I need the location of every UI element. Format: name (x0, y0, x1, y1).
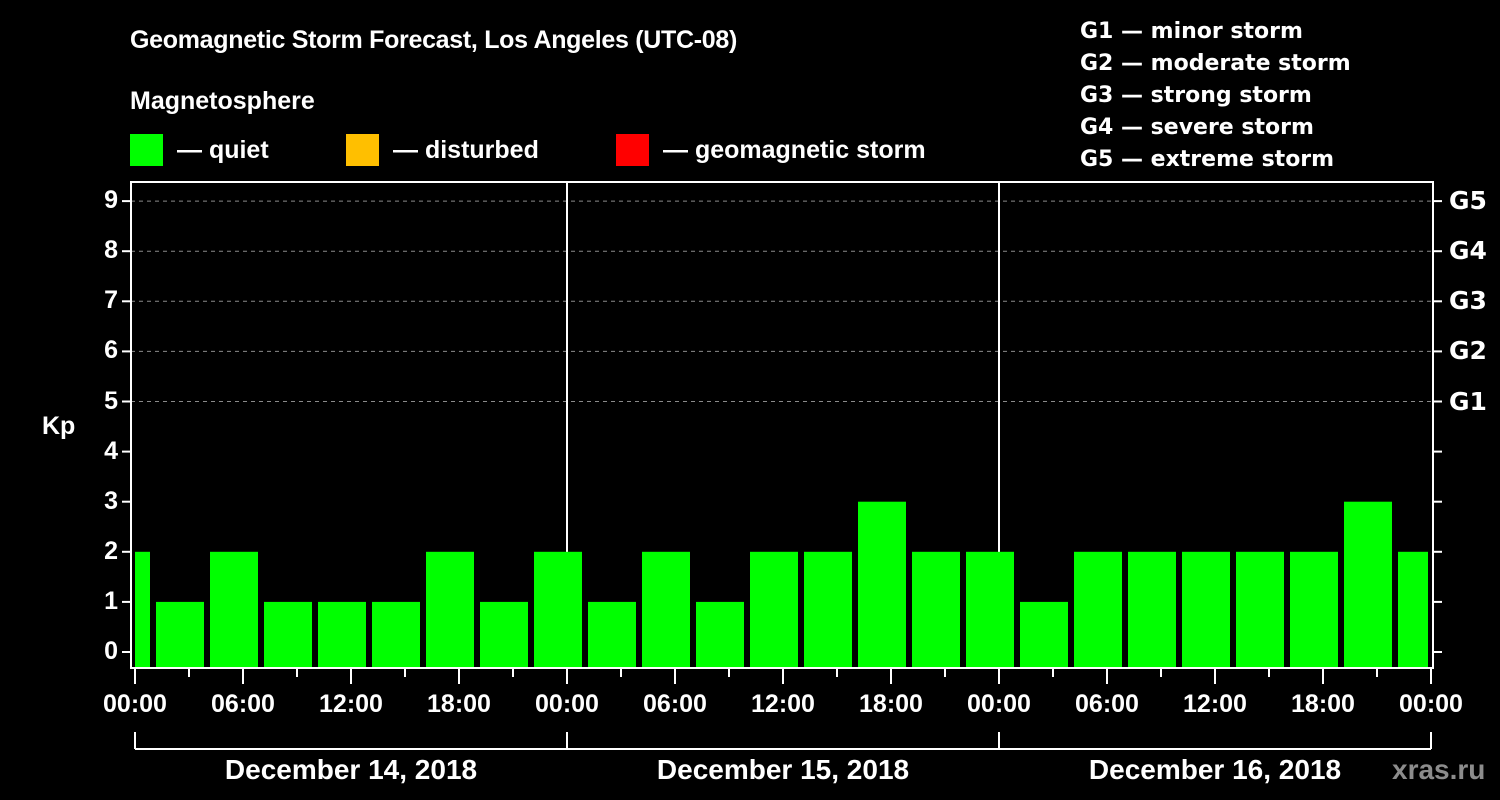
g4-description: G4 — severe storm (1080, 115, 1314, 140)
legend-label: — geomagnetic storm (663, 135, 926, 164)
kp-bar (912, 551, 960, 667)
kp-bar (750, 551, 798, 667)
x-tick-label: 18:00 (427, 690, 491, 718)
g5-description: G5 — extreme storm (1080, 147, 1335, 172)
kp-bar (858, 501, 906, 667)
g1-description: G1 — minor storm (1080, 19, 1303, 44)
kp-bar (1236, 551, 1284, 667)
kp-bar (1128, 551, 1176, 667)
kp-bar (1074, 551, 1122, 667)
day-label: December 16, 2018 (1088, 754, 1342, 785)
y-tick-label: 0 (104, 637, 118, 665)
kp-bar (696, 601, 744, 667)
x-tick-label: 00:00 (1399, 690, 1463, 718)
y-tick-label: 6 (104, 336, 118, 365)
y-tick-label: 1 (104, 586, 118, 615)
g3-description: G3 — strong storm (1080, 83, 1312, 108)
legend-item-quiet: — quiet (130, 134, 269, 166)
legend-item-disturbed: — disturbed (346, 134, 539, 166)
x-tick-label: 06:00 (1075, 690, 1139, 718)
x-tick-label: 00:00 (103, 690, 167, 718)
kp-bar (1182, 551, 1230, 667)
x-tick-label: 18:00 (859, 690, 923, 718)
kp-bar (480, 601, 528, 667)
kp-bar (1398, 551, 1428, 667)
kp-bar (264, 601, 312, 667)
g2-description: G2 — moderate storm (1080, 51, 1351, 76)
day-label: December 15, 2018 (656, 754, 910, 785)
x-tick-label: 12:00 (319, 690, 383, 718)
y-tick-label: 7 (104, 286, 118, 315)
kp-bar (1020, 601, 1068, 667)
kp-bar (210, 551, 258, 667)
x-tick-label: 00:00 (967, 690, 1031, 718)
kp-bar (156, 601, 204, 667)
y-tick-label: 8 (104, 236, 118, 265)
x-tick-label: 06:00 (211, 690, 275, 718)
kp-bar (588, 601, 636, 667)
legend-item-storm: — geomagnetic storm (616, 134, 926, 166)
y-axis-label: Kp (42, 412, 76, 440)
x-tick-label: 06:00 (643, 690, 707, 718)
kp-bar (1344, 501, 1392, 667)
chart-title: Geomagnetic Storm Forecast, Los Angeles … (130, 26, 738, 54)
kp-bar (534, 551, 582, 667)
kp-bar (426, 551, 474, 667)
watermark: xras.ru (1392, 754, 1486, 785)
storm-scale-legend: G1 — minor storm G2 — moderate storm G3 … (1080, 16, 1351, 176)
legend-label: — quiet (177, 135, 269, 164)
x-tick-label: 00:00 (535, 690, 599, 718)
disturbed-swatch-icon (346, 134, 379, 166)
kp-bar (804, 551, 852, 667)
x-tick-label: 12:00 (751, 690, 815, 718)
legend-label: — disturbed (393, 135, 539, 164)
y-tick-label: 2 (104, 536, 118, 565)
kp-bar (372, 601, 420, 667)
y-tick-label: 5 (104, 386, 118, 415)
storm-level-tick-label: G2 (1449, 336, 1487, 366)
storm-level-tick-label: G5 (1449, 186, 1487, 216)
y-tick-label: 9 (104, 186, 118, 215)
storm-level-tick-label: G1 (1449, 386, 1487, 416)
storm-level-tick-label: G3 (1449, 286, 1487, 316)
kp-bar (642, 551, 690, 667)
x-tick-label: 18:00 (1291, 690, 1355, 718)
chart-subtitle: Magnetosphere (130, 87, 315, 115)
quiet-swatch-icon (130, 134, 163, 166)
x-tick-label: 12:00 (1183, 690, 1247, 718)
day-label: December 14, 2018 (224, 754, 478, 785)
kp-bar (135, 551, 150, 667)
y-tick-label: 3 (104, 486, 118, 515)
storm-level-tick-label: G4 (1449, 236, 1487, 266)
kp-bar (1290, 551, 1338, 667)
kp-bar (966, 551, 1014, 667)
storm-swatch-icon (616, 134, 649, 166)
kp-bar (318, 601, 366, 667)
y-tick-label: 4 (104, 436, 118, 465)
